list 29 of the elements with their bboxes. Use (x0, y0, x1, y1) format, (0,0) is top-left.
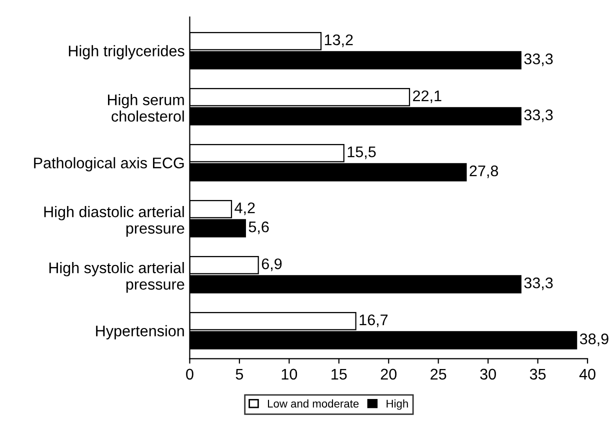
data-label: 27,8 (470, 165, 498, 178)
data-label: 33,3 (524, 277, 553, 290)
x-tick-label: 5 (236, 368, 244, 380)
x-tick-label: 25 (430, 368, 446, 380)
y-tick-label: High serum cholesterol (108, 94, 184, 122)
x-tick-label: 10 (282, 368, 298, 380)
data-label: 6,9 (262, 258, 282, 272)
data-label: 13,2 (324, 34, 353, 48)
y-tick-label: Pathological axis ECG (34, 157, 184, 172)
y-tick-label: High triglycerides (68, 45, 184, 60)
legend-label: High (386, 399, 408, 410)
y-tick-label: High systolic arterial pressure (49, 262, 184, 293)
data-label: 22,1 (413, 90, 442, 104)
data-label: 38,9 (580, 333, 608, 346)
legend-label: Low and moderate (268, 399, 359, 408)
data-label: 16,7 (360, 314, 388, 328)
data-label: 33,3 (524, 109, 553, 122)
data-label: 5,6 (248, 221, 269, 234)
x-tick-label: 30 (480, 368, 496, 380)
data-label: 15,5 (348, 146, 376, 160)
data-label: 33,3 (524, 53, 553, 66)
x-tick-label: 20 (380, 368, 397, 380)
data-label: 4,2 (234, 202, 255, 216)
x-tick-label: 35 (530, 368, 546, 380)
x-tick-label: 0 (186, 368, 194, 380)
x-tick-label: 40 (579, 368, 596, 380)
x-tick-label: 15 (332, 368, 347, 380)
y-tick-label: Hypertension (96, 325, 184, 340)
y-tick-label: High diastolic arterial pressure (44, 206, 184, 237)
